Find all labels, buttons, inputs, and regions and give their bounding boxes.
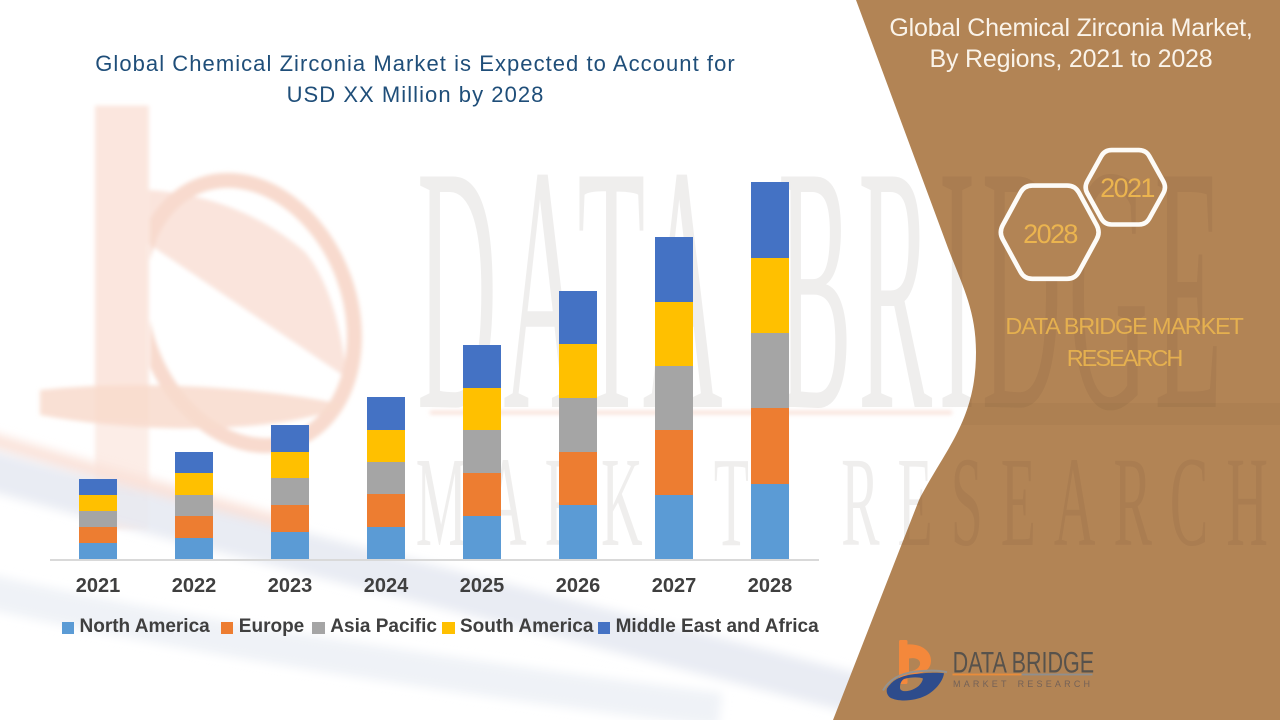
svg-text:MARKET RESEARCH: MARKET RESEARCH: [953, 679, 1093, 689]
svg-text:MARKET RESEARCH: MARKET RESEARCH: [416, 433, 1280, 574]
